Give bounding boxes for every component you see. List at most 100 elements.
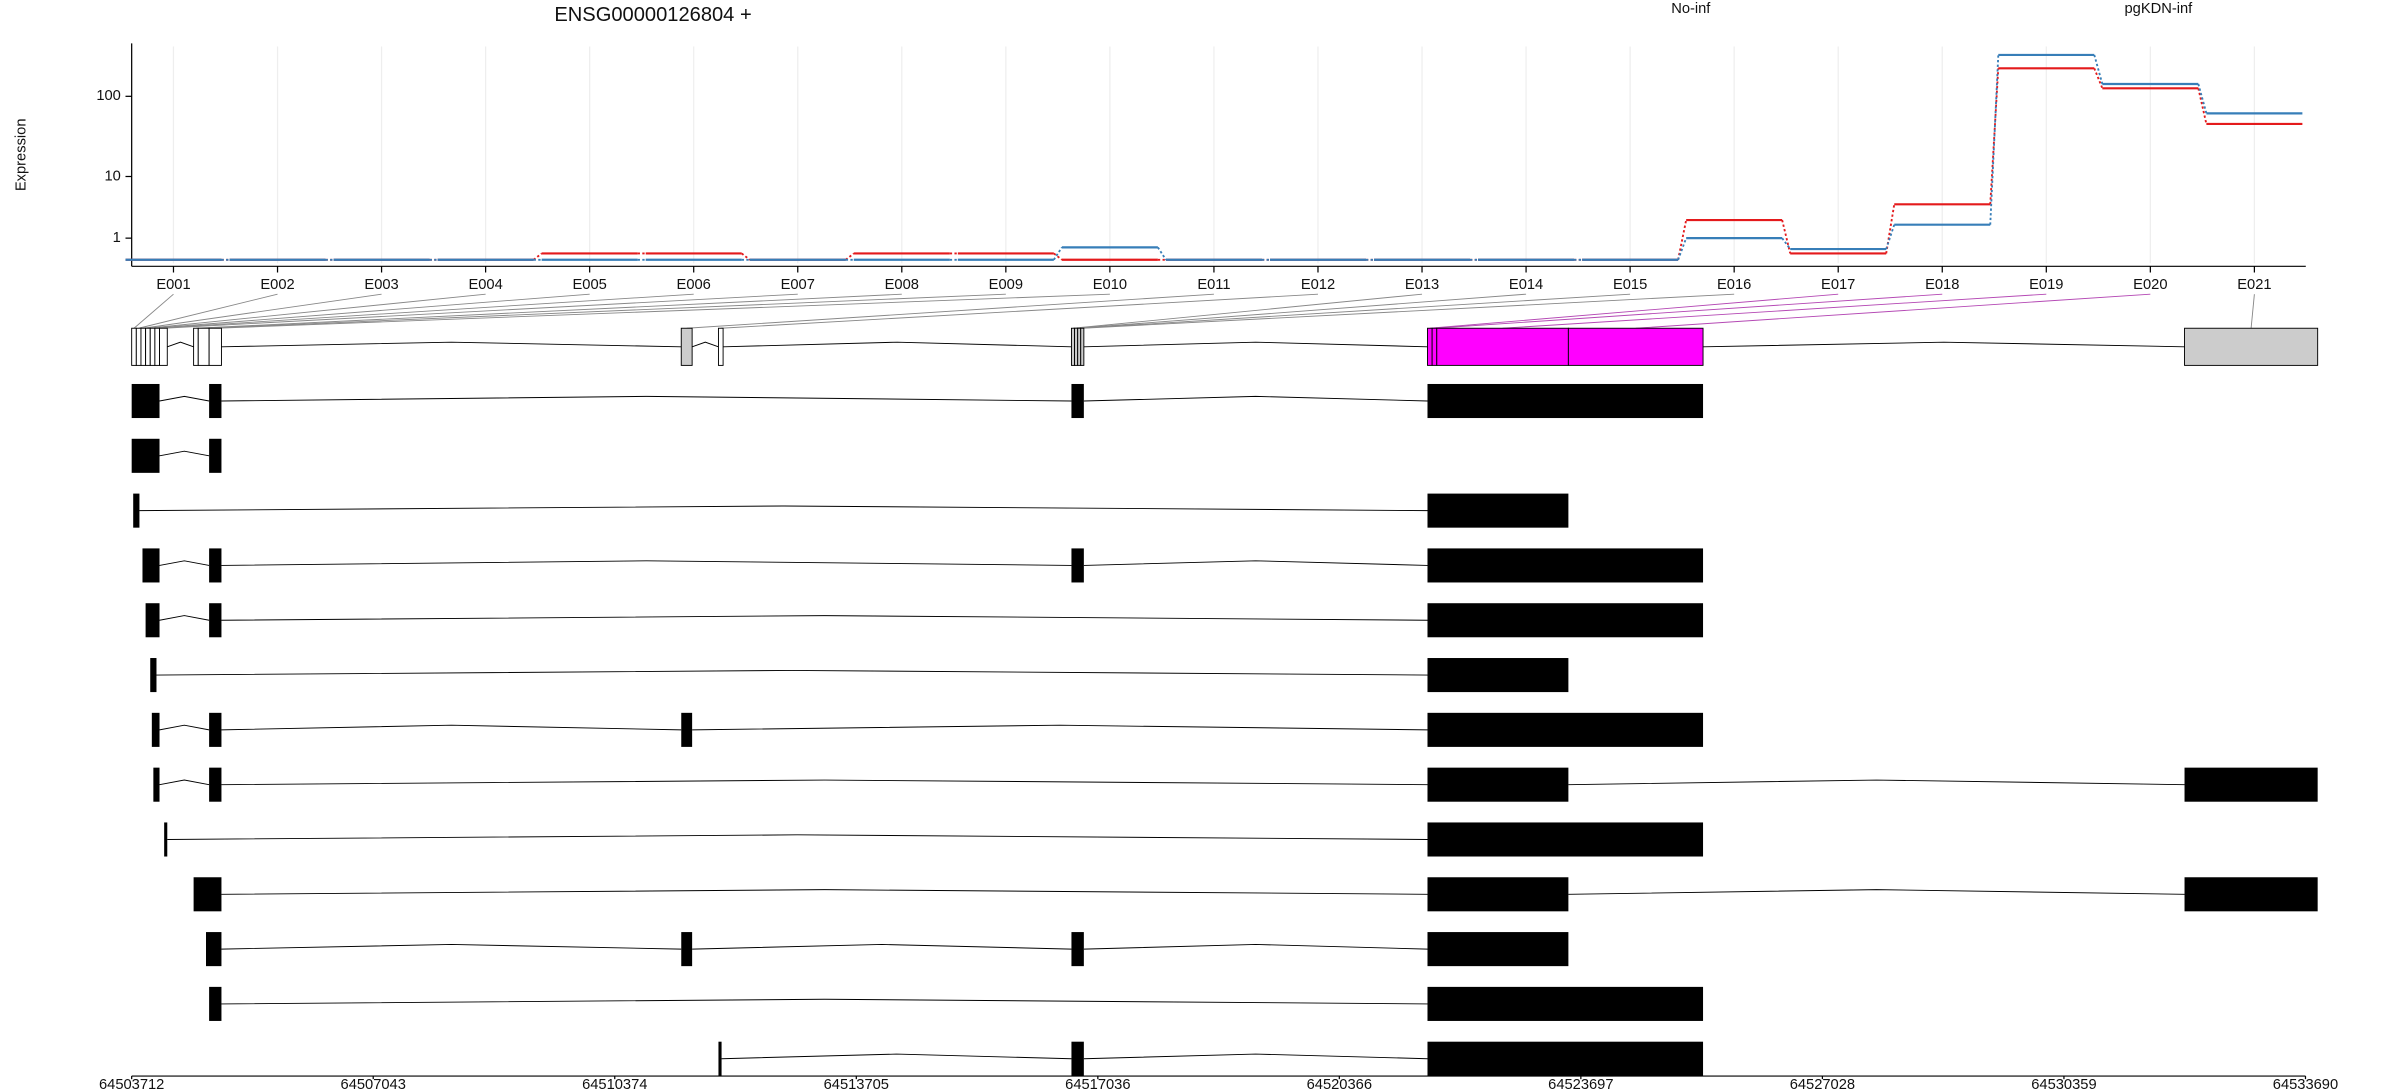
step-connector xyxy=(1677,219,1688,260)
x-tick-label: E001 xyxy=(156,277,190,293)
y-axis-label: Expression xyxy=(14,119,30,192)
bin-link xyxy=(133,293,174,329)
intron xyxy=(1568,779,2185,786)
intron xyxy=(221,615,1428,621)
x-tick-label: E008 xyxy=(885,277,919,293)
exon xyxy=(1427,767,1569,802)
intron xyxy=(221,998,1428,1005)
exon xyxy=(131,383,160,419)
x-tick-label: E020 xyxy=(2133,277,2167,293)
intron xyxy=(167,834,1428,840)
bin-link xyxy=(686,293,1214,329)
exon xyxy=(681,932,693,967)
intron xyxy=(1083,943,1428,950)
intron xyxy=(1083,395,1428,402)
exon xyxy=(2184,877,2318,912)
exon xyxy=(1427,1041,1704,1076)
step-connector xyxy=(1053,252,1063,261)
bin-link xyxy=(1076,293,1527,329)
bin-link xyxy=(2250,294,2255,329)
exon xyxy=(150,658,157,693)
intron xyxy=(221,943,682,950)
genomic-tick-label: 64513705 xyxy=(824,1077,889,1090)
bin-link xyxy=(1502,293,2047,329)
bin-link xyxy=(215,293,1110,329)
exon xyxy=(1427,603,1704,638)
bin-intron xyxy=(1703,341,2185,348)
x-tick-label: E017 xyxy=(1821,277,1855,293)
x-tick-label: E010 xyxy=(1093,277,1127,293)
exon-bin xyxy=(680,327,693,366)
bin-intron xyxy=(167,341,194,348)
bin-link xyxy=(1079,293,1631,329)
exon xyxy=(718,1041,722,1076)
x-tick-label: E007 xyxy=(781,277,815,293)
intron xyxy=(221,724,682,731)
exon xyxy=(151,712,160,747)
exon-bin xyxy=(149,327,156,366)
x-tick-label: E003 xyxy=(364,277,398,293)
exon xyxy=(133,493,140,528)
exon xyxy=(1071,383,1084,419)
exon-bin xyxy=(131,327,137,366)
exon xyxy=(1071,932,1084,967)
x-tick-label: E013 xyxy=(1405,277,1439,293)
x-tick-label: E011 xyxy=(1197,277,1230,293)
y-tick-label: 10 xyxy=(104,168,120,184)
exon xyxy=(209,767,222,802)
exon xyxy=(1427,658,1569,693)
bin-link xyxy=(720,293,1319,329)
step-connector xyxy=(845,252,855,261)
intron xyxy=(139,505,1428,512)
bin-link xyxy=(1434,293,1943,329)
exon-bin xyxy=(159,327,168,366)
x-tick-label: E019 xyxy=(2029,277,2063,293)
intron xyxy=(1083,1053,1428,1060)
x-tick-label: E002 xyxy=(260,277,294,293)
y-tick-label: 100 xyxy=(96,88,121,104)
step-connector xyxy=(2093,67,2104,89)
step-connector xyxy=(1989,68,2000,205)
x-tick-label: E009 xyxy=(989,277,1023,293)
exon-bin xyxy=(1427,327,1433,366)
intron xyxy=(221,560,1072,566)
exon xyxy=(1071,548,1084,583)
exon-bin xyxy=(145,327,151,366)
exon xyxy=(142,548,160,583)
exon-bin xyxy=(1080,327,1085,366)
exon xyxy=(209,986,222,1021)
intron xyxy=(159,395,210,402)
intron xyxy=(159,560,210,566)
step-connector xyxy=(1781,237,1791,250)
genomic-tick-label: 64533690 xyxy=(2273,1077,2338,1090)
bin-intron xyxy=(691,341,719,348)
exon xyxy=(1427,383,1704,419)
step-connector xyxy=(2197,83,2208,114)
bin-link xyxy=(1429,293,1839,329)
chart-title: ENSG00000126804 + xyxy=(554,4,751,26)
bin-link xyxy=(195,293,902,329)
intron xyxy=(221,395,1072,402)
exon-bin xyxy=(1436,327,1569,366)
bin-link xyxy=(152,293,590,329)
step-connector xyxy=(1781,219,1792,254)
exon-bin xyxy=(1070,327,1076,366)
bin-intron xyxy=(723,341,1072,348)
bin-link xyxy=(147,293,486,329)
intron xyxy=(221,779,1428,786)
exon xyxy=(1427,822,1704,857)
exon xyxy=(209,603,222,638)
exon xyxy=(1427,493,1569,528)
genomic-tick-label: 64523697 xyxy=(1548,1077,1613,1090)
genomic-tick-label: 64517036 xyxy=(1065,1077,1130,1090)
exon-bin xyxy=(193,327,199,366)
intron xyxy=(159,615,210,621)
intron xyxy=(159,450,210,457)
legend-label: No-inf xyxy=(1671,1,1711,17)
x-tick-label: E012 xyxy=(1301,277,1335,293)
exon xyxy=(153,767,160,802)
exon-bin xyxy=(208,327,222,366)
exon-bin xyxy=(154,327,160,366)
genomic-tick-label: 64503712 xyxy=(99,1077,164,1090)
